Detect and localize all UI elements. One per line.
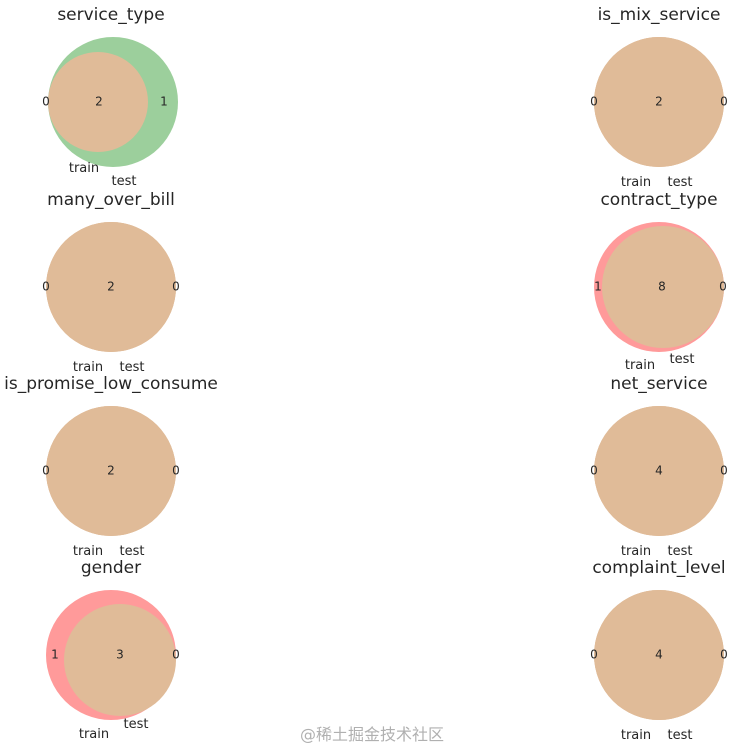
test-only-count: 0 bbox=[719, 280, 727, 294]
chart-title-contract_type: contract_type bbox=[600, 190, 717, 210]
train-set-label: train bbox=[73, 360, 103, 375]
train-set-label: train bbox=[625, 358, 655, 373]
test-circle bbox=[46, 406, 176, 536]
test-circle bbox=[64, 604, 176, 716]
train-circle bbox=[48, 52, 148, 152]
chart-title-is_promise_low_consume: is_promise_low_consume bbox=[4, 374, 218, 394]
train-only-count: 1 bbox=[51, 648, 59, 662]
train-only-count: 0 bbox=[590, 464, 598, 478]
test-only-count: 0 bbox=[720, 464, 728, 478]
chart-title-is_mix_service: is_mix_service bbox=[598, 5, 721, 25]
test-set-label: test bbox=[120, 360, 145, 375]
test-only-count: 0 bbox=[720, 648, 728, 662]
train-only-count: 0 bbox=[42, 95, 50, 109]
test-only-count: 1 bbox=[160, 95, 168, 109]
test-circle bbox=[594, 37, 724, 167]
train-only-count: 0 bbox=[42, 280, 50, 294]
train-set-label: train bbox=[621, 175, 651, 190]
test-only-count: 0 bbox=[720, 95, 728, 109]
train-set-label: train bbox=[79, 727, 109, 742]
chart-title-gender: gender bbox=[81, 558, 141, 578]
train-only-count: 1 bbox=[594, 280, 602, 294]
intersection-count: 8 bbox=[658, 280, 666, 294]
test-circle bbox=[602, 226, 724, 348]
intersection-count: 4 bbox=[655, 648, 663, 662]
chart-title-complaint_level: complaint_level bbox=[592, 558, 725, 578]
test-only-count: 0 bbox=[172, 648, 180, 662]
watermark: @稀土掘金技术社区 bbox=[300, 725, 445, 744]
chart-title-net_service: net_service bbox=[610, 374, 707, 394]
chart-title-many_over_bill: many_over_bill bbox=[47, 190, 175, 210]
test-set-label: test bbox=[670, 352, 695, 367]
test-set-label: test bbox=[120, 544, 145, 559]
test-circle bbox=[46, 222, 176, 352]
test-set-label: test bbox=[668, 728, 693, 743]
test-only-count: 0 bbox=[172, 280, 180, 294]
test-set-label: test bbox=[668, 175, 693, 190]
test-circle bbox=[594, 590, 724, 720]
test-set-label: test bbox=[668, 544, 693, 559]
test-only-count: 0 bbox=[172, 464, 180, 478]
intersection-count: 3 bbox=[116, 648, 124, 662]
intersection-count: 2 bbox=[107, 464, 115, 478]
test-set-label: test bbox=[112, 174, 137, 189]
intersection-count: 2 bbox=[107, 280, 115, 294]
train-set-label: train bbox=[621, 544, 651, 559]
chart-title-service_type: service_type bbox=[57, 5, 164, 25]
train-set-label: train bbox=[621, 728, 651, 743]
intersection-count: 4 bbox=[655, 464, 663, 478]
train-set-label: train bbox=[69, 161, 99, 176]
intersection-count: 2 bbox=[95, 95, 103, 109]
test-set-label: test bbox=[124, 717, 149, 732]
train-only-count: 0 bbox=[590, 95, 598, 109]
train-only-count: 0 bbox=[42, 464, 50, 478]
train-set-label: train bbox=[73, 544, 103, 559]
test-circle bbox=[594, 406, 724, 536]
intersection-count: 2 bbox=[655, 95, 663, 109]
train-only-count: 0 bbox=[590, 648, 598, 662]
